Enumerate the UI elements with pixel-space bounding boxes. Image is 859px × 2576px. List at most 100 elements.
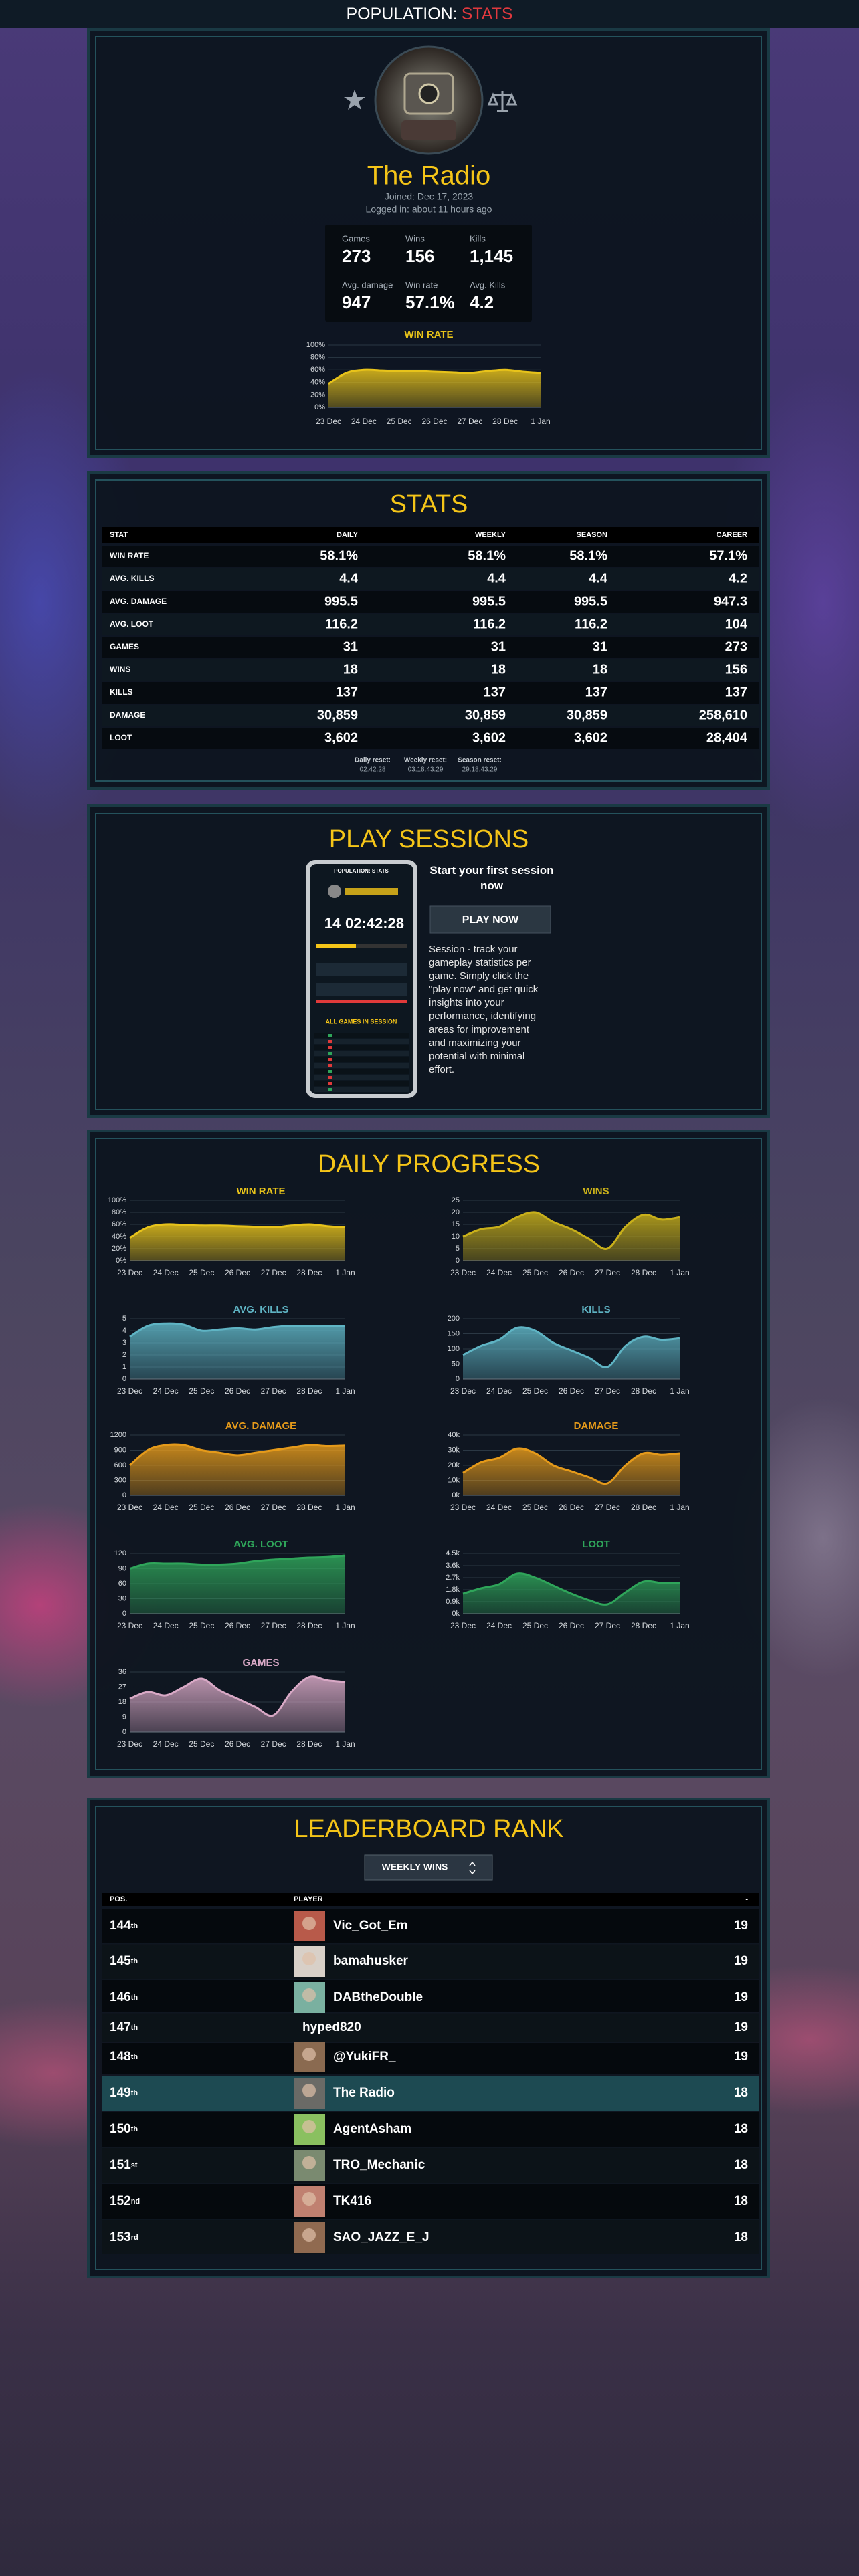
x-tick-label: 1 Jan	[670, 1621, 689, 1630]
x-tick-label: 24 Dec	[486, 1503, 512, 1512]
position-number: 147	[110, 2020, 131, 2034]
title-accent: STATS	[462, 5, 513, 23]
stat-value: 947	[342, 292, 371, 312]
stats-box	[325, 225, 532, 322]
phone-progress-fill	[316, 944, 356, 948]
title-prefix: POPULATION:	[346, 5, 457, 23]
x-tick-label: 28 Dec	[492, 417, 518, 426]
y-tick-label: 80%	[112, 1208, 126, 1216]
avatar-detail	[401, 120, 456, 140]
x-tick-label: 26 Dec	[225, 1739, 250, 1749]
section-title: PLAY SESSIONS	[329, 825, 529, 853]
stat-value: 273	[342, 246, 371, 266]
y-tick-label: 80%	[310, 354, 325, 362]
cell-value: 18	[343, 662, 358, 677]
stat-label: Kills	[470, 233, 486, 243]
play-now-button[interactable]	[430, 905, 551, 934]
y-tick-label: 3	[122, 1339, 126, 1347]
x-tick-label: 27 Dec	[261, 1503, 286, 1512]
x-tick-label: 24 Dec	[153, 1386, 179, 1396]
x-tick-label: 25 Dec	[522, 1621, 548, 1630]
table-row	[102, 1980, 759, 2012]
y-tick-label: 9	[122, 1713, 126, 1721]
column-header: WEEKLY	[475, 531, 506, 539]
table-row	[102, 682, 759, 704]
stat-label: Win rate	[405, 280, 438, 290]
score: 19	[734, 1919, 748, 1933]
x-tick-label: 28 Dec	[296, 1739, 322, 1749]
x-tick-label: 25 Dec	[189, 1268, 214, 1277]
phone-row-dot	[328, 1070, 332, 1073]
y-tick-label: 0.9k	[446, 1598, 460, 1606]
cell-value: 273	[725, 639, 747, 654]
reset-label: Daily reset:	[355, 757, 391, 764]
cell-value: 995.5	[324, 594, 358, 609]
x-tick-label: 26 Dec	[559, 1621, 584, 1630]
y-tick-label: 40k	[448, 1431, 460, 1439]
area	[130, 1555, 345, 1614]
report-icon	[487, 91, 518, 112]
y-tick-label: 10	[452, 1232, 460, 1241]
y-tick-label: 0%	[314, 403, 325, 411]
y-tick-label: 60%	[310, 366, 325, 374]
sort-selector[interactable]	[364, 1854, 493, 1881]
phone-avatar	[328, 885, 341, 898]
position-suffix: th	[131, 2089, 138, 2097]
x-tick-label: 26 Dec	[559, 1386, 584, 1396]
area-line	[462, 1572, 680, 1606]
position-suffix: st	[131, 2161, 138, 2169]
x-tick-label: 25 Dec	[189, 1739, 214, 1749]
y-tick-label: 900	[114, 1446, 126, 1454]
y-tick-label: 0	[122, 1728, 126, 1736]
position: 146th	[110, 1990, 138, 2004]
table-row	[102, 637, 759, 658]
score: 19	[734, 1990, 748, 2004]
position-number: 152	[110, 2194, 131, 2208]
position-suffix: th	[131, 1994, 138, 2002]
score: 19	[734, 1954, 748, 1968]
table-row	[102, 1909, 759, 1943]
x-tick-label: 1 Jan	[670, 1386, 689, 1396]
x-tick-label: 23 Dec	[450, 1503, 476, 1512]
phone-row	[314, 1087, 409, 1092]
area-line	[462, 1447, 680, 1485]
area-line	[129, 1554, 346, 1570]
play-sessions-panel	[87, 804, 770, 1118]
position-suffix: rd	[131, 2234, 138, 2242]
y-tick-label: 2.7k	[446, 1574, 460, 1582]
stat-value: 4.2	[470, 292, 494, 312]
player-name: TK416	[333, 2194, 371, 2208]
y-tick-label: 150	[448, 1329, 460, 1337]
chart-title: WINS	[583, 1186, 609, 1197]
cell-value: 156	[725, 662, 747, 677]
cell-value: 3,602	[574, 730, 607, 745]
phone-row-dot	[328, 1058, 332, 1061]
column-header: PLAYER	[294, 1895, 323, 1903]
y-tick-label: 1.8k	[446, 1586, 460, 1594]
score: 18	[734, 2122, 748, 2136]
x-tick-label: 26 Dec	[559, 1268, 584, 1277]
stat-label: Wins	[405, 233, 425, 243]
player-name: SAO_JAZZ_E_J	[333, 2230, 430, 2244]
player-avatar-face	[302, 2084, 316, 2097]
cell-value: 30,859	[465, 708, 506, 722]
stat-value: 1,145	[470, 246, 513, 266]
phone-row-dot	[328, 1046, 332, 1049]
cell-value: 137	[725, 685, 747, 700]
stat-label: Avg. damage	[342, 280, 393, 290]
phone-row	[314, 1033, 409, 1038]
reset-value: 29:18:43:29	[462, 766, 498, 774]
phone-row	[314, 1063, 409, 1068]
y-tick-label: 30k	[448, 1446, 460, 1454]
play-now-label[interactable]: PLAY NOW	[462, 914, 519, 926]
y-tick-label: 40%	[112, 1232, 126, 1241]
player-name: Vic_Got_Em	[333, 1919, 408, 1933]
sort-selector-label[interactable]: WEEKLY WINS	[382, 1862, 448, 1872]
position: 145th	[110, 1954, 138, 1968]
y-tick-label: 100%	[306, 341, 325, 349]
table-row	[102, 2148, 759, 2183]
x-tick-label: 23 Dec	[117, 1739, 142, 1749]
area	[463, 1212, 680, 1261]
position-suffix: th	[131, 2024, 138, 2032]
y-tick-label: 90	[118, 1564, 126, 1572]
